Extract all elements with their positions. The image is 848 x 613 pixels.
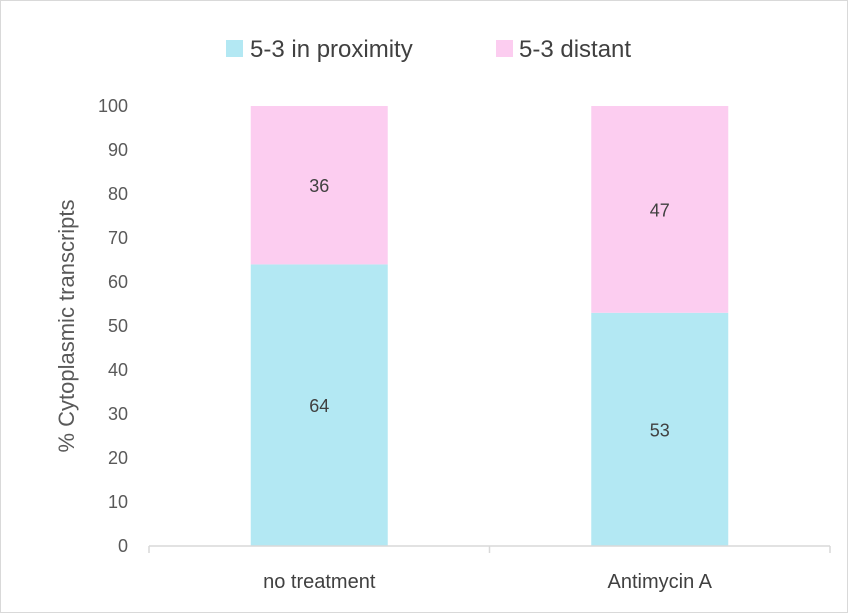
x-category-label: no treatment (263, 571, 376, 593)
y-tick-label: 90 (108, 140, 128, 160)
y-axis: 0 10 20 30 40 50 60 70 80 90 100 (98, 96, 128, 556)
bar-segment-5-3-in-proximity (250, 264, 388, 546)
y-tick-label: 50 (108, 316, 128, 336)
y-tick-label: 80 (108, 184, 128, 204)
bar-segment-5-3-in-proximity (591, 312, 729, 546)
x-category-label: Antimycin A (608, 571, 713, 593)
y-tick-label: 0 (118, 536, 128, 556)
y-tick-label: 70 (108, 228, 128, 248)
y-tick-label: 40 (108, 360, 128, 380)
bar-segment-5-3-distant (591, 106, 729, 313)
y-axis-title: % Cytoplasmic transcripts (54, 199, 79, 452)
data-label: 53 (650, 420, 670, 440)
y-tick-label: 10 (108, 492, 128, 512)
data-label: 64 (309, 396, 329, 416)
bar-segment-5-3-distant (250, 106, 388, 265)
legend-label: 5-3 in proximity (250, 36, 413, 63)
legend-label: 5-3 distant (519, 36, 631, 63)
y-tick-label: 100 (98, 96, 128, 116)
y-tick-label: 20 (108, 448, 128, 468)
data-label: 47 (650, 200, 670, 220)
legend: 5-3 in proximity 5-3 distant (226, 36, 631, 63)
data-label: 36 (309, 176, 329, 196)
legend-swatch (226, 40, 243, 57)
x-axis: no treatment Antimycin A (148, 545, 831, 593)
bars: 64 36 53 47 (250, 106, 729, 546)
y-tick-label: 30 (108, 404, 128, 424)
y-tick-label: 60 (108, 272, 128, 292)
legend-swatch (496, 40, 513, 57)
